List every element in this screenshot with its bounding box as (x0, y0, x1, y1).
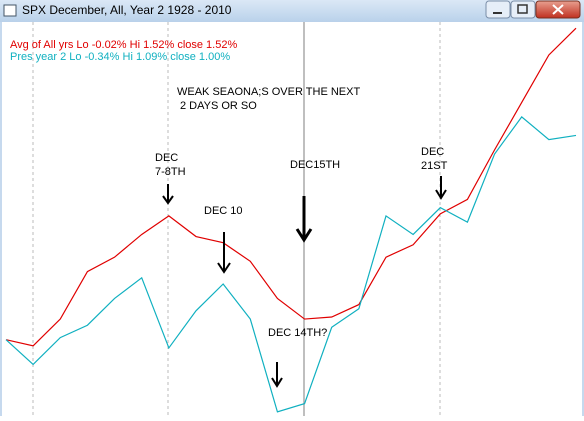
maximize-button[interactable] (510, 0, 536, 19)
series-line (5, 116, 577, 413)
legend-entry: Avg of All yrs Lo -0.02% Hi 1.52% close … (10, 39, 237, 51)
arrow (162, 184, 174, 205)
annotation: DEC (155, 152, 178, 164)
chart-area (2, 22, 582, 416)
arrow (271, 362, 283, 388)
close-icon (552, 4, 564, 15)
annotation: 7-8TH (155, 166, 186, 178)
app-icon (3, 4, 17, 17)
annotation: WEAK SEAONA;S OVER THE NEXT (177, 86, 360, 98)
arrows (162, 176, 447, 388)
minimize-icon (493, 12, 502, 14)
annotation: DEC (421, 146, 444, 158)
arrow (295, 196, 313, 243)
arrow (435, 176, 447, 200)
title-bar (0, 0, 584, 22)
annotation: DEC15TH (290, 159, 340, 171)
window-title: SPX December, All, Year 2 1928 - 2010 (22, 3, 232, 17)
minimize-button[interactable] (485, 0, 511, 19)
plot (5, 27, 577, 413)
annotation: 21ST (421, 160, 448, 172)
legend-entry: Pres year 2 Lo -0.34% Hi 1.09% close 1.0… (10, 51, 230, 63)
annotation: DEC 10 (204, 205, 243, 217)
series-line (5, 27, 577, 347)
maximize-icon (517, 4, 528, 14)
annotation: DEC 14TH? (268, 327, 327, 339)
arrow (217, 232, 231, 274)
annotation: 2 DAYS OR SO (180, 100, 257, 112)
